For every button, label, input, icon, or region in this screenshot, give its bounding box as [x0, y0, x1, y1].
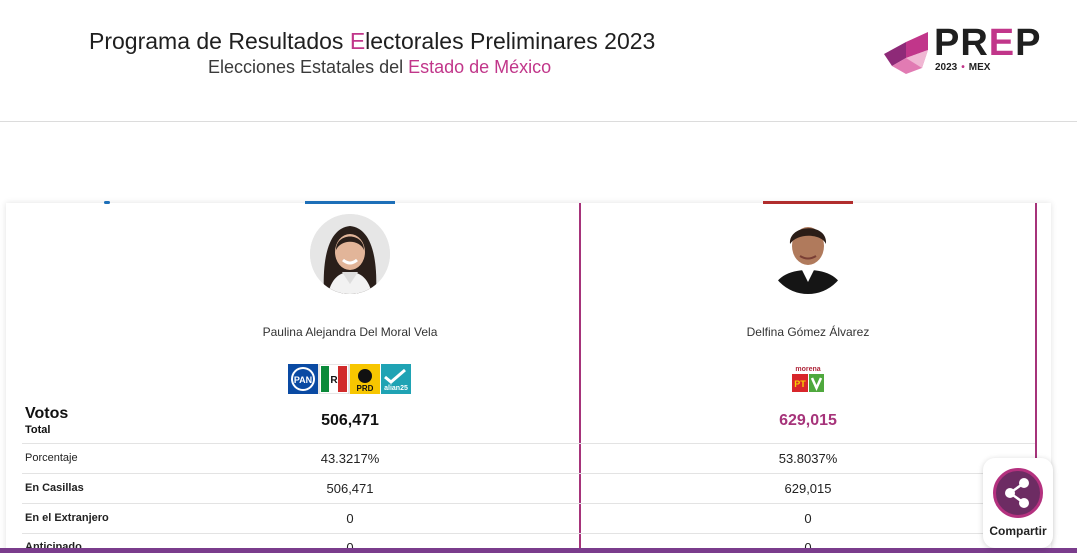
share-icon-circle — [993, 468, 1043, 518]
coalition-morena-pt-verde-icon: morena PT — [792, 366, 824, 392]
alianza-logo-text: alian25 — [384, 385, 408, 392]
logo-e: E — [988, 22, 1016, 64]
coalition-pan-pri-prd-icon: PAN R PRD alian25 — [288, 363, 411, 395]
candidate2-en-casillas: 629,015 — [784, 481, 832, 496]
page-subtitle: Elecciones Estatales del Estado de Méxic… — [208, 57, 551, 78]
candidate1-photo-icon — [310, 214, 390, 294]
site-header: Programa de Resultados Electorales Preli… — [0, 0, 1077, 122]
candidate2-photo-icon — [768, 214, 848, 294]
morena-logo-text: morena — [795, 366, 820, 373]
title-text-2: lectorales Preliminares 2023 — [365, 28, 656, 54]
candidate2-avatar — [768, 214, 848, 294]
candidate2-top-accent — [763, 201, 853, 204]
candidate2-party-logos: morena PT — [790, 364, 826, 394]
logo-pr: PR — [934, 22, 989, 64]
candidate2-porcentaje: 53.8037% — [778, 451, 838, 466]
share-label: Compartir — [989, 524, 1047, 538]
row-divider — [22, 533, 1035, 534]
bottom-bar — [0, 548, 1077, 553]
row-divider — [22, 473, 1035, 474]
column-divider — [579, 203, 581, 553]
candidate1-name: Paulina Alejandra Del Moral Vela — [262, 325, 438, 339]
column-right-border — [1035, 203, 1037, 463]
pri-logo-text: R — [330, 375, 338, 386]
candidate2-en-extranjero: 0 — [804, 511, 812, 526]
prep-logo-mark-icon — [884, 32, 928, 74]
candidate1-anticipado: 0 — [346, 540, 354, 553]
candidate1-en-casillas: 506,471 — [326, 481, 374, 496]
candidate2-anticipado: 0 — [804, 540, 812, 553]
candidate1-top-accent — [305, 201, 395, 204]
subtitle-text: Elecciones Estatales del — [208, 57, 409, 77]
pt-logo-text: PT — [794, 379, 806, 389]
prd-logo-text: PRD — [357, 384, 374, 393]
row-divider — [22, 503, 1035, 504]
candidate1-avatar — [310, 214, 390, 294]
title-accent: E — [349, 28, 366, 54]
total-label: Total — [25, 424, 51, 436]
row-divider — [22, 443, 1035, 444]
results-panel — [6, 203, 1051, 553]
prep-logo-word: PREP — [934, 22, 1042, 65]
candidate2-name: Delfina Gómez Álvarez — [746, 325, 870, 339]
panel-mark — [104, 201, 110, 204]
candidate2-total: 629,015 — [779, 412, 837, 429]
candidate1-total: 506,471 — [321, 412, 379, 429]
share-icon — [1005, 478, 1029, 508]
prep-logo-sub: 2023 • MEX — [935, 62, 990, 73]
prep-logo[interactable]: PREP 2023 • MEX — [882, 22, 1047, 78]
en-extranjero-label: En el Extranjero — [25, 512, 109, 524]
page-title: Programa de Resultados Electorales Preli… — [89, 28, 655, 55]
candidate1-party-logos: PAN R PRD alian25 — [288, 363, 412, 395]
title-text-1: Programa de Resultados — [89, 28, 350, 54]
logo-region: MEX — [968, 62, 991, 73]
candidate1-en-extranjero: 0 — [346, 511, 354, 526]
logo-dot: • — [961, 62, 965, 73]
share-button[interactable]: Compartir — [983, 458, 1053, 548]
votos-label: Votos — [25, 405, 69, 422]
logo-p: P — [1015, 22, 1042, 64]
subtitle-accent: Estado de México — [408, 57, 552, 77]
candidate1-porcentaje: 43.3217% — [320, 451, 380, 466]
porcentaje-label: Porcentaje — [25, 452, 78, 464]
pan-logo-text: PAN — [294, 375, 312, 385]
en-casillas-label: En Casillas — [25, 482, 84, 494]
logo-year: 2023 — [935, 62, 958, 73]
